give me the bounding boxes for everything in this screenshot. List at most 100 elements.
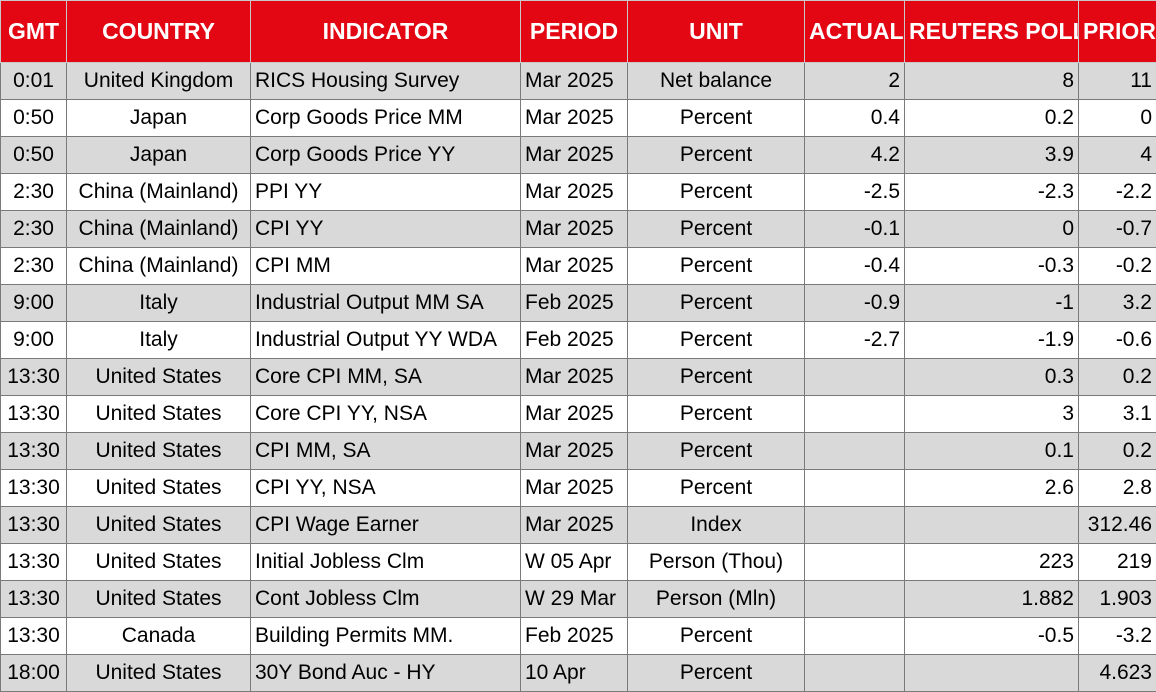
cell-country: Canada (67, 618, 251, 655)
cell-prior: 2.8 (1079, 470, 1156, 507)
cell-indicator: CPI YY, NSA (251, 470, 521, 507)
cell-reuters-poll: 2.6 (905, 470, 1079, 507)
cell-unit: Percent (628, 470, 805, 507)
header-indicator: INDICATOR (251, 1, 521, 63)
cell-actual (805, 470, 905, 507)
cell-actual: 4.2 (805, 137, 905, 174)
header-period: PERIOD (521, 1, 628, 63)
header-actual: ACTUAL (805, 1, 905, 63)
cell-gmt: 13:30 (1, 581, 67, 618)
cell-actual: 0.4 (805, 100, 905, 137)
cell-unit: Percent (628, 137, 805, 174)
table-header: GMT COUNTRY INDICATOR PERIOD UNIT ACTUAL… (1, 1, 1156, 63)
cell-gmt: 0:01 (1, 63, 67, 100)
cell-period: Mar 2025 (521, 211, 628, 248)
cell-gmt: 2:30 (1, 248, 67, 285)
cell-reuters-poll: -2.3 (905, 174, 1079, 211)
cell-period: Feb 2025 (521, 618, 628, 655)
cell-gmt: 2:30 (1, 174, 67, 211)
cell-reuters-poll: -1 (905, 285, 1079, 322)
cell-actual (805, 433, 905, 470)
cell-prior: -0.2 (1079, 248, 1156, 285)
cell-actual (805, 544, 905, 581)
cell-gmt: 18:00 (1, 655, 67, 692)
cell-gmt: 2:30 (1, 211, 67, 248)
cell-reuters-poll: 0.1 (905, 433, 1079, 470)
cell-unit: Percent (628, 100, 805, 137)
cell-country: United States (67, 655, 251, 692)
cell-reuters-poll: 3.9 (905, 137, 1079, 174)
cell-reuters-poll: -0.3 (905, 248, 1079, 285)
cell-unit: Percent (628, 322, 805, 359)
cell-actual: 2 (805, 63, 905, 100)
cell-unit: Percent (628, 285, 805, 322)
cell-actual (805, 507, 905, 544)
cell-prior: 11 (1079, 63, 1156, 100)
cell-actual: -0.1 (805, 211, 905, 248)
cell-prior: 3.2 (1079, 285, 1156, 322)
header-gmt: GMT (1, 1, 67, 63)
cell-unit: Percent (628, 174, 805, 211)
cell-indicator: CPI MM, SA (251, 433, 521, 470)
cell-unit: Percent (628, 396, 805, 433)
cell-indicator: Industrial Output MM SA (251, 285, 521, 322)
cell-prior: 312.46 (1079, 507, 1156, 544)
cell-prior: -0.6 (1079, 322, 1156, 359)
cell-unit: Percent (628, 211, 805, 248)
cell-indicator: Initial Jobless Clm (251, 544, 521, 581)
cell-gmt: 13:30 (1, 433, 67, 470)
header-reuters-poll: REUTERS POLL (905, 1, 1079, 63)
cell-reuters-poll: -0.5 (905, 618, 1079, 655)
cell-gmt: 0:50 (1, 100, 67, 137)
cell-prior: 3.1 (1079, 396, 1156, 433)
cell-prior: 0.2 (1079, 359, 1156, 396)
cell-actual (805, 581, 905, 618)
cell-country: United States (67, 581, 251, 618)
cell-country: China (Mainland) (67, 174, 251, 211)
cell-unit: Percent (628, 359, 805, 396)
cell-unit: Person (Thou) (628, 544, 805, 581)
cell-gmt: 9:00 (1, 322, 67, 359)
cell-period: Feb 2025 (521, 285, 628, 322)
cell-indicator: Building Permits MM. (251, 618, 521, 655)
cell-indicator: Corp Goods Price MM (251, 100, 521, 137)
cell-prior: 4.623 (1079, 655, 1156, 692)
cell-reuters-poll: 8 (905, 63, 1079, 100)
cell-country: Japan (67, 137, 251, 174)
cell-country: Japan (67, 100, 251, 137)
cell-country: United States (67, 507, 251, 544)
cell-country: China (Mainland) (67, 211, 251, 248)
cell-period: Feb 2025 (521, 322, 628, 359)
header-unit: UNIT (628, 1, 805, 63)
cell-actual (805, 618, 905, 655)
cell-actual (805, 359, 905, 396)
cell-country: United States (67, 396, 251, 433)
cell-gmt: 13:30 (1, 618, 67, 655)
cell-period: Mar 2025 (521, 433, 628, 470)
cell-gmt: 0:50 (1, 137, 67, 174)
cell-unit: Percent (628, 655, 805, 692)
cell-country: United States (67, 470, 251, 507)
cell-indicator: CPI Wage Earner (251, 507, 521, 544)
cell-prior: -2.2 (1079, 174, 1156, 211)
cell-prior: 4 (1079, 137, 1156, 174)
cell-indicator: Core CPI YY, NSA (251, 396, 521, 433)
cell-country: United States (67, 544, 251, 581)
cell-country: United Kingdom (67, 63, 251, 100)
cell-reuters-poll: 0.3 (905, 359, 1079, 396)
cell-gmt: 13:30 (1, 470, 67, 507)
cell-prior: -3.2 (1079, 618, 1156, 655)
cell-gmt: 13:30 (1, 507, 67, 544)
